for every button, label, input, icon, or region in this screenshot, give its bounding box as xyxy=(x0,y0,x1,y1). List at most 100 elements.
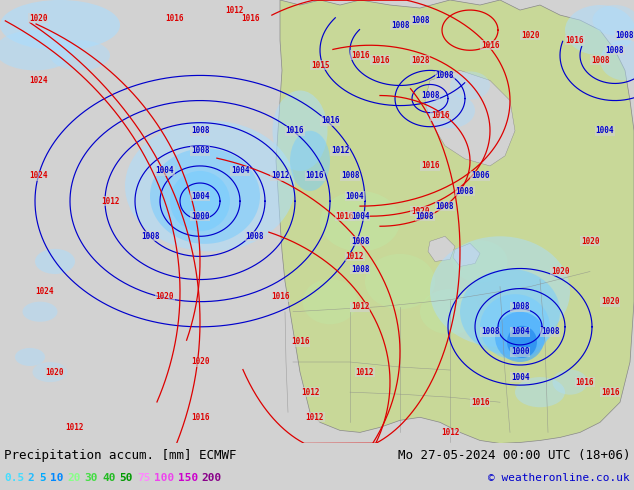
Text: 150: 150 xyxy=(178,473,198,483)
Text: 1016: 1016 xyxy=(430,111,450,120)
Ellipse shape xyxy=(515,377,565,407)
Text: 1020: 1020 xyxy=(46,368,64,376)
Ellipse shape xyxy=(302,279,358,324)
Text: 1016: 1016 xyxy=(601,388,619,397)
Text: 100: 100 xyxy=(155,473,174,483)
Text: 1020: 1020 xyxy=(411,207,429,216)
Text: 50: 50 xyxy=(120,473,133,483)
Ellipse shape xyxy=(495,312,545,362)
Text: 1016: 1016 xyxy=(321,116,339,125)
Polygon shape xyxy=(453,244,480,267)
Text: 1020: 1020 xyxy=(156,292,174,301)
Ellipse shape xyxy=(600,40,634,80)
Text: 20: 20 xyxy=(67,473,81,483)
Ellipse shape xyxy=(320,191,400,251)
Text: 1004: 1004 xyxy=(511,372,529,382)
Text: 1012: 1012 xyxy=(226,5,244,15)
Polygon shape xyxy=(428,236,455,262)
Text: 1016: 1016 xyxy=(566,36,585,45)
Text: 1008: 1008 xyxy=(416,212,434,220)
Ellipse shape xyxy=(453,240,507,283)
Text: Precipitation accum. [mm] ECMWF: Precipitation accum. [mm] ECMWF xyxy=(4,449,236,462)
Text: 1008: 1008 xyxy=(246,232,264,241)
Ellipse shape xyxy=(507,326,537,358)
Ellipse shape xyxy=(150,148,260,244)
Text: 200: 200 xyxy=(202,473,222,483)
Text: 1016: 1016 xyxy=(576,378,594,387)
Text: Mo 27-05-2024 00:00 UTC (18+06): Mo 27-05-2024 00:00 UTC (18+06) xyxy=(398,449,630,462)
Text: 2: 2 xyxy=(28,473,34,483)
Ellipse shape xyxy=(32,362,67,382)
Text: 10: 10 xyxy=(50,473,63,483)
Ellipse shape xyxy=(15,348,45,366)
Text: 1008: 1008 xyxy=(541,327,559,336)
Ellipse shape xyxy=(0,30,75,71)
Text: 1015: 1015 xyxy=(311,61,329,70)
Ellipse shape xyxy=(22,302,58,322)
Polygon shape xyxy=(276,0,634,443)
Text: 1020: 1020 xyxy=(29,14,48,23)
Text: 1004: 1004 xyxy=(231,167,249,175)
Text: 1016: 1016 xyxy=(336,212,354,220)
Text: 1024: 1024 xyxy=(36,287,55,296)
Text: 1016: 1016 xyxy=(421,161,439,171)
Text: 40: 40 xyxy=(102,473,115,483)
Text: 1008: 1008 xyxy=(191,147,209,155)
Ellipse shape xyxy=(273,91,328,171)
Ellipse shape xyxy=(420,289,480,334)
Text: 1008: 1008 xyxy=(391,21,410,29)
Ellipse shape xyxy=(50,40,110,71)
Text: 30: 30 xyxy=(85,473,98,483)
Ellipse shape xyxy=(125,121,295,251)
Ellipse shape xyxy=(480,294,550,360)
Text: 1008: 1008 xyxy=(511,302,529,311)
Text: 1012: 1012 xyxy=(66,423,84,432)
Text: 1012: 1012 xyxy=(306,413,324,422)
Text: 1004: 1004 xyxy=(156,167,174,175)
Text: 1012: 1012 xyxy=(101,196,119,206)
Text: 1008: 1008 xyxy=(141,232,159,241)
Text: 1004: 1004 xyxy=(346,192,365,200)
Text: 1020: 1020 xyxy=(521,31,540,40)
Polygon shape xyxy=(425,71,515,166)
Ellipse shape xyxy=(450,72,490,99)
Text: 1012: 1012 xyxy=(301,388,320,397)
Ellipse shape xyxy=(425,93,475,128)
Text: 1006: 1006 xyxy=(471,172,489,180)
Text: 1008: 1008 xyxy=(411,16,429,24)
Text: 1020: 1020 xyxy=(601,297,619,306)
Text: 1028: 1028 xyxy=(411,56,429,65)
Text: 1008: 1008 xyxy=(421,91,439,100)
Ellipse shape xyxy=(290,131,330,191)
Ellipse shape xyxy=(565,5,634,55)
Text: 1020: 1020 xyxy=(551,267,569,276)
Text: 1016: 1016 xyxy=(191,413,209,422)
Ellipse shape xyxy=(35,249,75,274)
Text: 1016: 1016 xyxy=(371,56,389,65)
Text: 1004: 1004 xyxy=(191,192,209,200)
Text: 1008: 1008 xyxy=(436,71,454,80)
Text: 1008: 1008 xyxy=(351,265,369,274)
Text: 1008: 1008 xyxy=(191,126,209,135)
Text: 1012: 1012 xyxy=(441,428,459,437)
Text: 1012: 1012 xyxy=(351,302,369,311)
Ellipse shape xyxy=(170,171,230,231)
Text: 1016: 1016 xyxy=(286,126,304,135)
Text: 1012: 1012 xyxy=(271,172,289,180)
Text: 1008: 1008 xyxy=(616,31,634,40)
Text: 1008: 1008 xyxy=(456,187,474,196)
Text: 1020: 1020 xyxy=(191,358,209,367)
Text: 1016: 1016 xyxy=(291,338,309,346)
Text: 75: 75 xyxy=(137,473,150,483)
Text: 1008: 1008 xyxy=(481,327,499,336)
Text: 5: 5 xyxy=(39,473,46,483)
Text: 1000: 1000 xyxy=(511,347,529,356)
Text: 1016: 1016 xyxy=(351,51,369,60)
Text: 1016: 1016 xyxy=(481,41,499,50)
Text: 1004: 1004 xyxy=(351,212,369,220)
Text: 1016: 1016 xyxy=(306,172,324,180)
Text: 1024: 1024 xyxy=(29,76,48,85)
Text: 1024: 1024 xyxy=(29,172,48,180)
Text: 1008: 1008 xyxy=(436,202,454,211)
Text: 1000: 1000 xyxy=(191,212,209,220)
